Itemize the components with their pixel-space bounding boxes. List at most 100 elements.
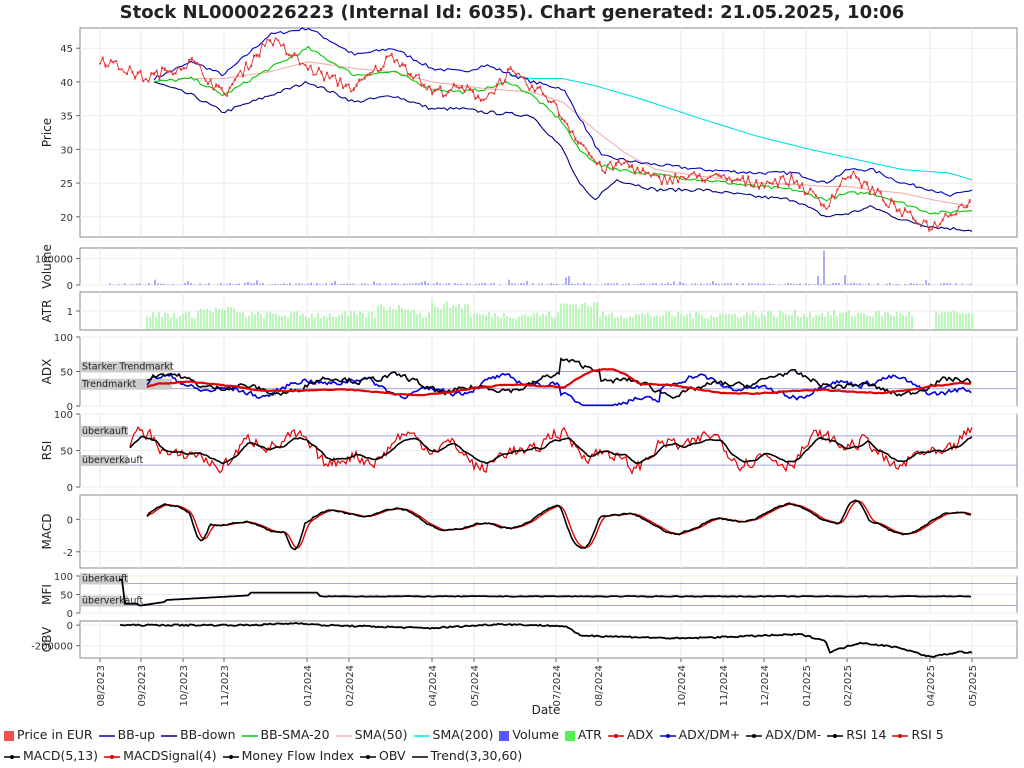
series-rsi-5 (129, 425, 973, 475)
legend-item: Price in EUR (4, 724, 93, 745)
legend-item: ADX (607, 724, 654, 745)
legend-swatch (222, 754, 239, 759)
y-tick-label: 50 (60, 591, 73, 602)
y-axis-label: ADX (40, 359, 54, 385)
legend-item: SMA(200) (413, 724, 494, 745)
chart-title: Stock NL0000226223 (Internal Id: 6035). … (119, 2, 905, 23)
y-tick-label: -200000 (31, 642, 73, 653)
legend-label: Money Flow Index (241, 748, 354, 763)
y-tick-label: 50 (60, 447, 73, 458)
series-bb-up (153, 26, 973, 197)
series-adx (146, 368, 972, 397)
legend-item: ATR (564, 724, 602, 745)
y-tick-label: 35 (60, 112, 73, 123)
y-tick-label: 30 (60, 145, 73, 156)
y-axis-label: MFI (40, 584, 54, 605)
legend-label: OBV (378, 748, 406, 763)
y-axis-label: MACD (40, 514, 54, 550)
legend-swatch (607, 733, 624, 738)
price-candle (968, 199, 971, 203)
legend-label: SMA(200) (432, 727, 494, 742)
y-tick-label: -2 (63, 548, 73, 559)
legend-label: ADX/DM- (765, 727, 822, 742)
x-tick-label: 04/2025 (926, 665, 937, 707)
legend-label: BB-up (117, 727, 156, 742)
x-tick-label: 09/2023 (137, 665, 148, 707)
y-tick-label: 0 (67, 483, 73, 494)
legend-label: RSI 5 (911, 727, 944, 742)
reference-label-box (80, 573, 128, 585)
y-axis-label: RSI (40, 441, 54, 461)
legend-label: MACDSignal(4) (123, 748, 217, 763)
legend-item: SMA(50) (335, 724, 408, 745)
y-tick-label: 45 (60, 44, 73, 55)
y-axis-label: Price (40, 118, 54, 147)
panel-frame (79, 247, 1018, 286)
legend-swatch (564, 730, 575, 741)
panel-frame (79, 494, 1018, 569)
y-tick-label: 20 (60, 213, 73, 224)
x-tick-label: 08/2024 (594, 665, 605, 707)
reference-label: überverkauft (82, 455, 144, 466)
x-tick-label: 05/2024 (470, 665, 481, 707)
y-tick-label: 100 (54, 410, 73, 421)
legend-label: ADX (626, 727, 654, 742)
legend-swatch (335, 734, 352, 737)
reference-label: überkauft (82, 426, 128, 437)
legend: Price in EUR BB-up BB-down BB-SMA-20 SMA(50)… (4, 724, 1020, 766)
x-tick-label: 10/2023 (179, 665, 190, 707)
y-tick-label: 0 (67, 402, 73, 413)
legend-swatch (4, 730, 14, 741)
reference-label-box (80, 425, 128, 437)
legend-item: ADX/DM+ (659, 724, 740, 745)
legend-label: Price in EUR (17, 727, 93, 742)
legend-item: Volume (499, 724, 559, 745)
legend-label: Volume (512, 727, 559, 742)
y-tick-label: 50 (60, 368, 73, 379)
x-tick-label: 12/2024 (760, 665, 771, 707)
y-tick-label: 1 (67, 307, 73, 318)
reference-label: überkauft (82, 573, 128, 584)
series-rsi-14 (129, 435, 973, 465)
legend-item: OBV (359, 745, 406, 766)
y-tick-label: 40 (60, 78, 73, 89)
legend-item: RSI 5 (892, 724, 944, 745)
legend-swatch (359, 754, 376, 759)
y-tick-label: 0 (67, 515, 73, 526)
x-tick-label: 04/2024 (428, 665, 439, 707)
y-axis-label: ATR (40, 300, 54, 323)
legend-swatch (104, 754, 121, 759)
panel-frame (79, 620, 1018, 659)
y-tick-label: 0 (67, 281, 73, 292)
series-adx-dm-minus (146, 357, 972, 399)
y-tick-label: 100000 (35, 255, 73, 266)
x-tick-label: 08/2023 (96, 665, 107, 707)
legend-swatch (827, 733, 844, 738)
series-bb-down (153, 80, 973, 232)
legend-item: BB-up (98, 724, 156, 745)
legend-item: BB-SMA-20 (241, 724, 330, 745)
y-axis-label: OBV (40, 626, 54, 652)
legend-item: Money Flow Index (222, 745, 354, 766)
y-tick-label: 0 (67, 621, 73, 632)
legend-swatch (241, 734, 258, 737)
reference-label-box (80, 595, 128, 607)
x-tick-label: 01/2025 (802, 665, 813, 707)
x-tick-label: 07/2024 (552, 665, 563, 707)
series-sma-50- (177, 61, 971, 207)
reference-label: Starker Trendmarkt (82, 362, 174, 373)
x-tick-label: 02/2024 (345, 665, 356, 707)
legend-swatch (892, 733, 909, 738)
legend-item: Trend(3,30,60) (411, 745, 522, 766)
legend-label: SMA(50) (354, 727, 408, 742)
legend-label: ATR (577, 727, 602, 742)
legend-label: MACD(5,13) (23, 748, 99, 763)
y-axis-label: Volume (40, 244, 54, 289)
legend-label: RSI 14 (846, 727, 887, 742)
legend-swatch (411, 755, 428, 758)
x-tick-label: 11/2023 (220, 665, 231, 707)
y-tick-label: 100 (54, 572, 73, 583)
series-price-in-eur (99, 37, 971, 231)
series-macd (146, 499, 972, 551)
series-obv (119, 621, 973, 658)
